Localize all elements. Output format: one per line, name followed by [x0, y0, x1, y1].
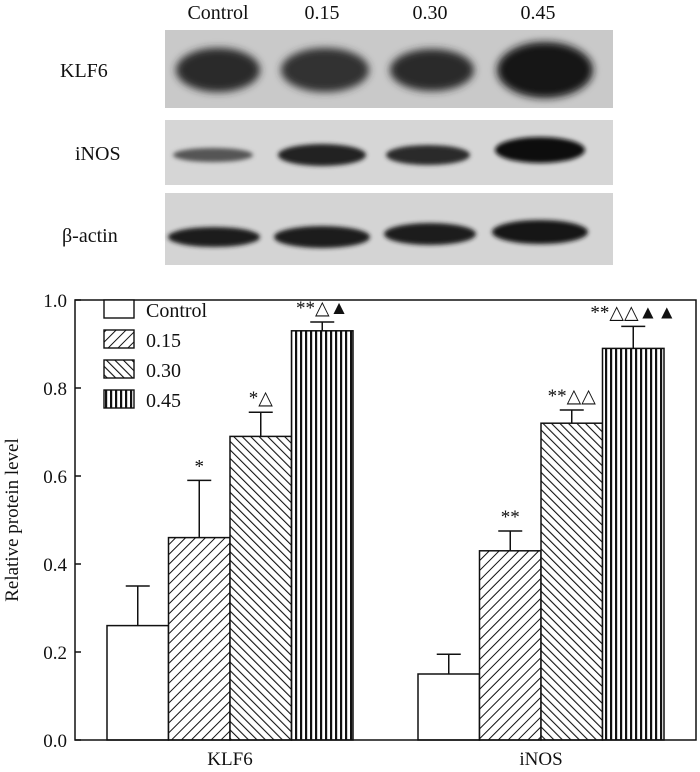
blot-strip-beta-actin — [165, 193, 613, 265]
legend-swatch — [103, 389, 135, 409]
blot-column-label-control: Control — [187, 2, 249, 24]
blot-row-label-inos: iNOS — [75, 143, 121, 165]
blot-column-label-0.15: 0.15 — [305, 2, 340, 24]
x-tick-label: iNOS — [519, 749, 562, 770]
significance-marker: **△△▲▲ — [590, 302, 676, 323]
legend-label: Control — [146, 300, 208, 322]
y-tick-label: 0.8 — [43, 379, 67, 400]
legend-label: 0.15 — [146, 330, 181, 352]
x-axis-ticks: KLF6 iNOS — [207, 749, 562, 770]
blot-panel: Control 0.15 0.30 0.45 KLF6 iNOS β-actin — [60, 2, 613, 265]
blot-strip-klf6 — [165, 30, 613, 108]
legend: Control 0.15 0.30 0.45 — [103, 299, 208, 412]
y-tick-label: 0.6 — [43, 467, 67, 488]
blot-column-label-0.45: 0.45 — [521, 2, 556, 24]
legend-swatch — [103, 329, 135, 349]
bar-chart: Relative protein level 0.0 0.2 0.4 0.6 0.8 1.… — [2, 291, 697, 770]
blot-row-label-beta-actin: β-actin — [62, 225, 118, 247]
bar-klf6-0_45 — [290, 330, 354, 741]
significance-markers: * *△ **△▲ ** **△△ **△△▲▲ — [195, 298, 677, 528]
blot-column-label-0.30: 0.30 — [413, 2, 448, 24]
blot-strip-inos — [165, 120, 613, 185]
y-tick-label: 0.2 — [43, 643, 67, 664]
error-bars — [125, 321, 646, 674]
legend-label: 0.30 — [146, 360, 181, 382]
significance-marker: **△▲ — [296, 298, 348, 319]
bar-inos-0_15 — [478, 550, 542, 741]
y-tick-label: 0.0 — [43, 731, 67, 752]
y-tick-label: 1.0 — [43, 291, 67, 312]
y-tick-label: 0.4 — [43, 555, 67, 576]
significance-marker: *△ — [249, 388, 274, 409]
x-tick-label: KLF6 — [207, 749, 252, 770]
bar-inos-control — [417, 673, 481, 741]
bar-klf6-0_15 — [167, 536, 231, 741]
bar-inos-0_30 — [540, 422, 604, 741]
legend-label: 0.45 — [146, 390, 181, 412]
bar-klf6-control — [106, 624, 170, 741]
significance-marker: * — [195, 456, 205, 477]
y-axis-label: Relative protein level — [2, 438, 23, 602]
bar-klf6-0_30 — [229, 435, 293, 741]
legend-swatch — [103, 359, 135, 379]
significance-marker: ** — [501, 507, 520, 528]
significance-marker: **△△ — [548, 386, 597, 407]
bar-inos-0_45 — [601, 347, 665, 741]
blot-row-label-klf6: KLF6 — [60, 60, 108, 82]
legend-swatch — [103, 299, 135, 319]
plot-frame — [74, 299, 697, 741]
